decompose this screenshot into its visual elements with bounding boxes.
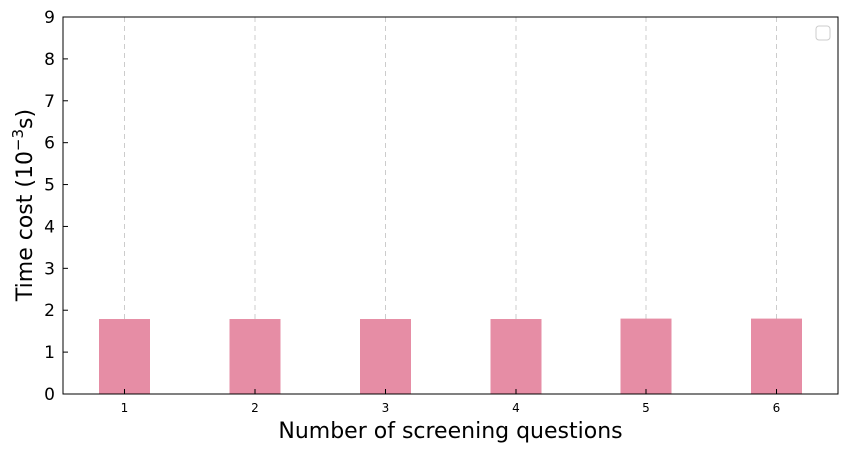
y-tick-label: 7	[44, 92, 55, 112]
y-tick-label: 9	[44, 8, 55, 28]
y-tick-label: 6	[44, 134, 55, 154]
y-axis-title: Time cost (10−3s)	[9, 109, 38, 302]
y-tick-label: 5	[44, 176, 55, 196]
bar-5	[620, 318, 672, 394]
legend-box	[815, 25, 831, 41]
x-tick-label: 1	[121, 401, 129, 415]
plot-area-frame	[62, 16, 839, 395]
x-axis-title: Number of screening questions	[278, 419, 622, 444]
y-tick-label: 8	[44, 50, 55, 70]
grid-lines	[124, 17, 777, 394]
y-tick-label: 2	[44, 301, 55, 321]
bar-2	[229, 319, 281, 394]
bar-6	[751, 318, 802, 394]
y-tick-label: 3	[44, 259, 55, 279]
bar-1	[99, 319, 150, 394]
x-tick-label: 3	[382, 401, 390, 415]
y-axis-title-exponent: −3	[9, 129, 27, 151]
y-axis-title-suffix: s)	[13, 109, 38, 129]
y-axis-title-prefix: Time cost (10	[13, 151, 38, 302]
y-tick-label: 0	[44, 385, 55, 405]
x-tick-label: 6	[773, 401, 781, 415]
x-axis-ticks: 1 2 3 4 5 6	[121, 389, 781, 415]
bar-3	[360, 319, 411, 394]
x-tick-label: 4	[512, 401, 520, 415]
y-tick-label: 4	[44, 217, 55, 237]
x-tick-label: 2	[251, 401, 259, 415]
y-axis-ticks: 0 1 2 3 4 5 6 7 8 9	[44, 8, 68, 405]
x-tick-label: 5	[642, 401, 650, 415]
bars	[99, 318, 802, 394]
bar-4	[490, 319, 542, 394]
y-tick-label: 1	[44, 343, 55, 363]
